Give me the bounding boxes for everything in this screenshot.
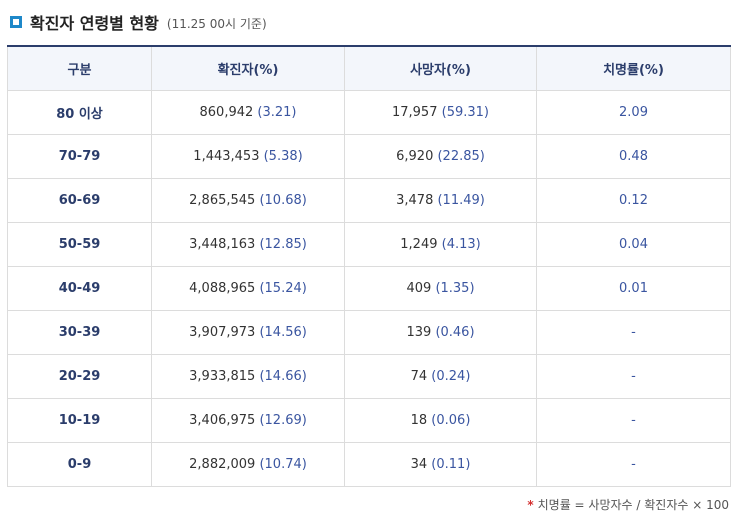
age-group-cell: 70-79	[7, 133, 152, 179]
cases-cell: 3,448,163 (12.85)	[151, 221, 345, 267]
reference-date: (11.25 00시 기준)	[166, 16, 267, 31]
age-group-cell: 60-69	[7, 177, 152, 223]
cases-cell: 1,443,453 (5.38)	[151, 133, 345, 179]
cases-percent: (10.74)	[259, 456, 307, 472]
age-group-cell: 10-19	[7, 397, 152, 443]
fatality-rate-cell: 2.09	[536, 89, 731, 135]
deaths-percent: (0.24)	[431, 368, 471, 384]
deaths-count: 409	[406, 280, 432, 296]
cases-count: 4,088,965	[189, 280, 256, 296]
age-group-cell: 40-49	[7, 265, 152, 311]
deaths-percent: (0.11)	[431, 456, 471, 472]
footnote-text: 치명률 = 사망자수 / 확진자수 × 100	[537, 498, 729, 512]
cases-percent: (3.21)	[257, 104, 297, 120]
header-fatality-rate: 치명률(%)	[536, 45, 731, 91]
deaths-percent: (0.06)	[431, 412, 471, 428]
fatality-rate-cell: 0.12	[536, 177, 731, 223]
cases-cell: 860,942 (3.21)	[151, 89, 345, 135]
fatality-rate-cell: -	[536, 441, 731, 487]
cases-count: 860,942	[199, 104, 254, 120]
age-group-cell: 80 이상	[7, 89, 152, 135]
deaths-percent: (1.35)	[435, 280, 475, 296]
cases-percent: (10.68)	[259, 192, 307, 208]
age-group-cell: 20-29	[7, 353, 152, 399]
fatality-rate-cell: 0.01	[536, 265, 731, 311]
deaths-cell: 17,957 (59.31)	[344, 89, 537, 135]
cases-count: 2,882,009	[189, 456, 256, 472]
footnote: * 치명률 = 사망자수 / 확진자수 × 100	[527, 496, 729, 513]
header-deaths: 사망자(%)	[344, 45, 537, 91]
deaths-cell: 139 (0.46)	[344, 309, 537, 355]
cases-percent: (14.66)	[259, 368, 307, 384]
table-header-row: 구분 확진자(%) 사망자(%) 치명률(%)	[7, 45, 731, 91]
deaths-cell: 34 (0.11)	[344, 441, 537, 487]
cases-count: 3,406,975	[189, 412, 256, 428]
deaths-count: 3,478	[396, 192, 434, 208]
deaths-percent: (4.13)	[441, 236, 481, 252]
cases-percent: (12.69)	[259, 412, 307, 428]
header-group: 구분	[7, 45, 152, 91]
table-row: 30-39 3,907,973 (14.56) 139 (0.46) -	[7, 309, 731, 355]
table-row: 70-79 1,443,453 (5.38) 6,920 (22.85) 0.48	[7, 133, 731, 179]
deaths-cell: 409 (1.35)	[344, 265, 537, 311]
deaths-count: 17,957	[391, 104, 438, 120]
age-stats-table: 구분 확진자(%) 사망자(%) 치명률(%) 80 이상 860,942 (3.…	[7, 45, 731, 487]
fatality-rate-cell: -	[536, 397, 731, 443]
header-cases: 확진자(%)	[151, 45, 345, 91]
page-title: 확진자 연령별 현황	[30, 14, 159, 33]
footnote-marker: *	[527, 498, 534, 512]
age-group-cell: 30-39	[7, 309, 152, 355]
cases-percent: (12.85)	[259, 236, 307, 252]
cases-count: 2,865,545	[189, 192, 256, 208]
table-body: 80 이상 860,942 (3.21) 17,957 (59.31) 2.09 70-…	[7, 89, 731, 487]
deaths-cell: 1,249 (4.13)	[344, 221, 537, 267]
age-group-cell: 0-9	[7, 441, 152, 487]
table-row: 20-29 3,933,815 (14.66) 74 (0.24) -	[7, 353, 731, 399]
cases-percent: (5.38)	[263, 148, 303, 164]
fatality-rate-cell: -	[536, 309, 731, 355]
table-row: 50-59 3,448,163 (12.85) 1,249 (4.13) 0.04	[7, 221, 731, 267]
deaths-cell: 3,478 (11.49)	[344, 177, 537, 223]
deaths-count: 74	[410, 368, 428, 384]
deaths-percent: (59.31)	[441, 104, 489, 120]
cases-count: 3,448,163	[189, 236, 256, 252]
cases-count: 1,443,453	[193, 148, 260, 164]
deaths-cell: 6,920 (22.85)	[344, 133, 537, 179]
deaths-count: 18	[410, 412, 428, 428]
table-row: 40-49 4,088,965 (15.24) 409 (1.35) 0.01	[7, 265, 731, 311]
table-row: 60-69 2,865,545 (10.68) 3,478 (11.49) 0.12	[7, 177, 731, 223]
square-bullet-icon	[10, 16, 22, 28]
table-row: 0-9 2,882,009 (10.74) 34 (0.11) -	[7, 441, 731, 487]
cases-cell: 2,882,009 (10.74)	[151, 441, 345, 487]
cases-cell: 3,406,975 (12.69)	[151, 397, 345, 443]
cases-percent: (15.24)	[259, 280, 307, 296]
deaths-cell: 18 (0.06)	[344, 397, 537, 443]
fatality-rate-cell: 0.48	[536, 133, 731, 179]
cases-cell: 3,933,815 (14.66)	[151, 353, 345, 399]
deaths-percent: (11.49)	[437, 192, 485, 208]
age-group-cell: 50-59	[7, 221, 152, 267]
cases-percent: (14.56)	[259, 324, 307, 340]
deaths-count: 1,249	[400, 236, 438, 252]
cases-cell: 4,088,965 (15.24)	[151, 265, 345, 311]
deaths-percent: (0.46)	[435, 324, 475, 340]
deaths-count: 6,920	[396, 148, 434, 164]
table-row: 10-19 3,406,975 (12.69) 18 (0.06) -	[7, 397, 731, 443]
fatality-rate-cell: 0.04	[536, 221, 731, 267]
cases-cell: 2,865,545 (10.68)	[151, 177, 345, 223]
cases-count: 3,907,973	[189, 324, 256, 340]
deaths-percent: (22.85)	[437, 148, 485, 164]
deaths-cell: 74 (0.24)	[344, 353, 537, 399]
cases-cell: 3,907,973 (14.56)	[151, 309, 345, 355]
table-row: 80 이상 860,942 (3.21) 17,957 (59.31) 2.09	[7, 89, 731, 135]
deaths-count: 34	[410, 456, 428, 472]
deaths-count: 139	[406, 324, 432, 340]
title-bar: 확진자 연령별 현황 (11.25 00시 기준)	[10, 10, 267, 34]
fatality-rate-cell: -	[536, 353, 731, 399]
cases-count: 3,933,815	[189, 368, 256, 384]
